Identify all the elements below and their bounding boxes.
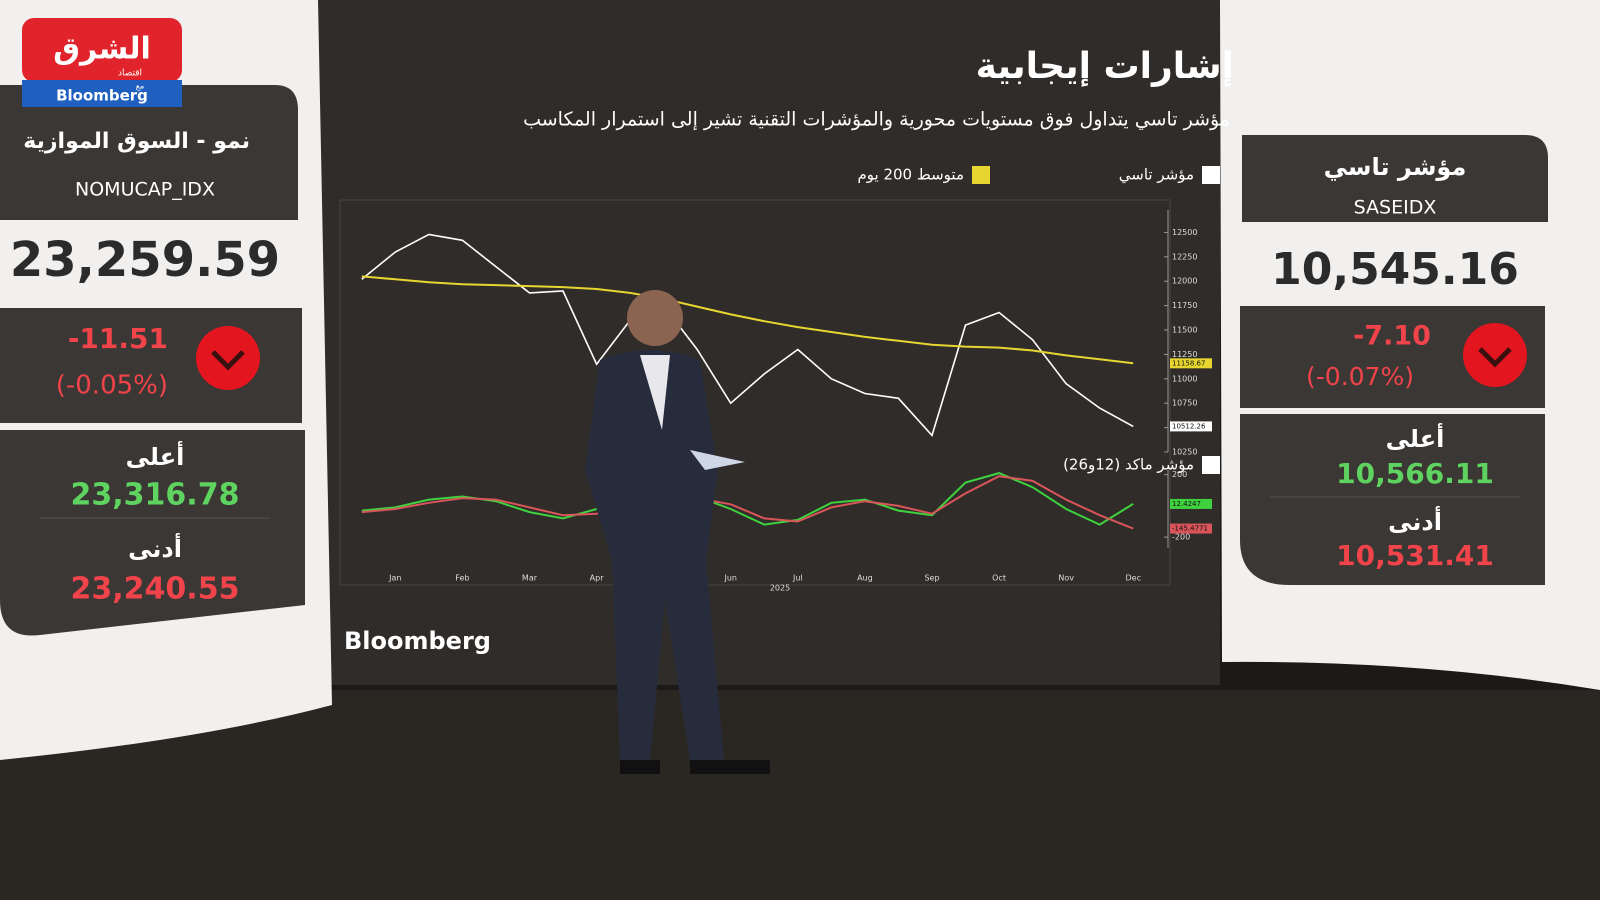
x-tick-label: Nov	[1058, 574, 1074, 583]
x-tick-label: Sep	[924, 574, 939, 583]
left-value: 23,259.59	[10, 232, 280, 288]
legend-label: متوسط 200 يوم	[857, 166, 964, 184]
left-title-box	[0, 85, 298, 220]
right-high-label: أعلى	[1386, 423, 1445, 453]
last-value-tag	[1170, 421, 1212, 432]
logo-blue	[22, 80, 182, 107]
x-tick-label: Aug	[857, 574, 873, 583]
x-tick-label: Oct	[992, 574, 1006, 583]
left-down-icon	[196, 326, 260, 390]
right-down-chevron	[1478, 347, 1512, 368]
series-line	[361, 275, 1134, 365]
y-tick-label: 11750	[1172, 301, 1197, 310]
logo-brand: الشرق	[53, 32, 151, 67]
chart-subtitle: مؤشر تاسي يتداول فوق مستويات محورية والم…	[523, 109, 1230, 132]
left-high: 23,316.78	[71, 478, 240, 513]
right-title: مؤشر تاسي	[1324, 153, 1467, 181]
floor	[0, 690, 1600, 900]
last-value-label: -145.4771	[1172, 525, 1208, 533]
right-down-icon	[1463, 323, 1527, 387]
right-change-pct: (-0.07%)	[1306, 362, 1414, 391]
series-line	[361, 475, 1134, 530]
x-tick-label: Jul	[792, 574, 803, 583]
legend-swatch	[1202, 456, 1220, 474]
x-tick-label: Mar	[522, 574, 538, 583]
left-high-label: أعلى	[126, 441, 185, 471]
left-change-pct: (-0.05%)	[56, 371, 168, 401]
left-low-label: أدنى	[128, 533, 182, 563]
chart-frame	[339, 199, 1171, 586]
last-value-tag	[1170, 498, 1212, 509]
logo-partner: Bloomberg	[56, 87, 148, 105]
left-code: NOMUCAP_IDX	[75, 179, 215, 201]
legend-label: مؤشر ماكد (12و26)	[1063, 456, 1194, 474]
left-range-box	[0, 430, 305, 636]
legend-swatch	[972, 166, 990, 184]
last-value-label: 11158.67	[1172, 359, 1205, 367]
x-tick-label: Dec	[1125, 574, 1140, 583]
y-tick-label: 200	[1172, 470, 1187, 479]
right-high: 10,566.11	[1336, 457, 1494, 490]
left-change: -11.51	[68, 322, 168, 355]
video-wall	[318, 0, 1220, 685]
y-tick-label: 10750	[1172, 399, 1197, 408]
last-value-tag	[1170, 358, 1212, 369]
right-low-label: أدنى	[1388, 506, 1442, 536]
logo-with: مع	[136, 82, 145, 91]
right-title-box	[1242, 135, 1548, 222]
x-tick-label: Feb	[455, 574, 469, 583]
plot: 1025010500107501100011250115001175012000…	[361, 166, 1220, 593]
series-line	[361, 472, 1134, 526]
left-low: 23,240.55	[71, 572, 240, 607]
right-range-box	[1240, 414, 1545, 585]
left-title: نمو - السوق الموازية	[23, 129, 250, 154]
chart-source: Bloomberg	[344, 627, 491, 655]
presenter	[585, 290, 770, 774]
left-down-chevron	[211, 350, 245, 371]
logo-red	[22, 18, 182, 82]
right-change: -7.10	[1353, 321, 1431, 352]
last-value-tag	[1170, 523, 1212, 534]
legend-label: مؤشر تاسي	[1119, 166, 1194, 185]
y-tick-label: -200	[1172, 533, 1190, 542]
last-value-label: 12.4247	[1172, 500, 1201, 508]
y-tick-label: 12000	[1172, 277, 1197, 286]
year-label: 2025	[770, 584, 790, 593]
y-tick-label: 12250	[1172, 252, 1197, 261]
chart-title: إشارات إيجابية	[976, 46, 1234, 87]
x-tick-label: Jan	[388, 574, 401, 583]
logo-sub: اقتصاد	[118, 69, 142, 79]
y-tick-label: 11500	[1172, 326, 1197, 335]
series-line	[361, 233, 1134, 437]
legend-swatch	[1202, 166, 1220, 184]
y-tick-label: 10250	[1172, 448, 1197, 457]
right-code: SASEIDX	[1354, 197, 1437, 219]
right-value: 10,545.16	[1271, 244, 1519, 295]
y-tick-label: 12500	[1172, 228, 1197, 237]
right-low: 10,531.41	[1336, 539, 1494, 572]
y-tick-label: 11000	[1172, 374, 1197, 383]
x-tick-label: Apr	[590, 574, 605, 583]
x-tick-label: Jun	[723, 574, 737, 583]
y-tick-label: 11250	[1172, 350, 1197, 359]
last-value-label: 10512.26	[1172, 422, 1206, 430]
